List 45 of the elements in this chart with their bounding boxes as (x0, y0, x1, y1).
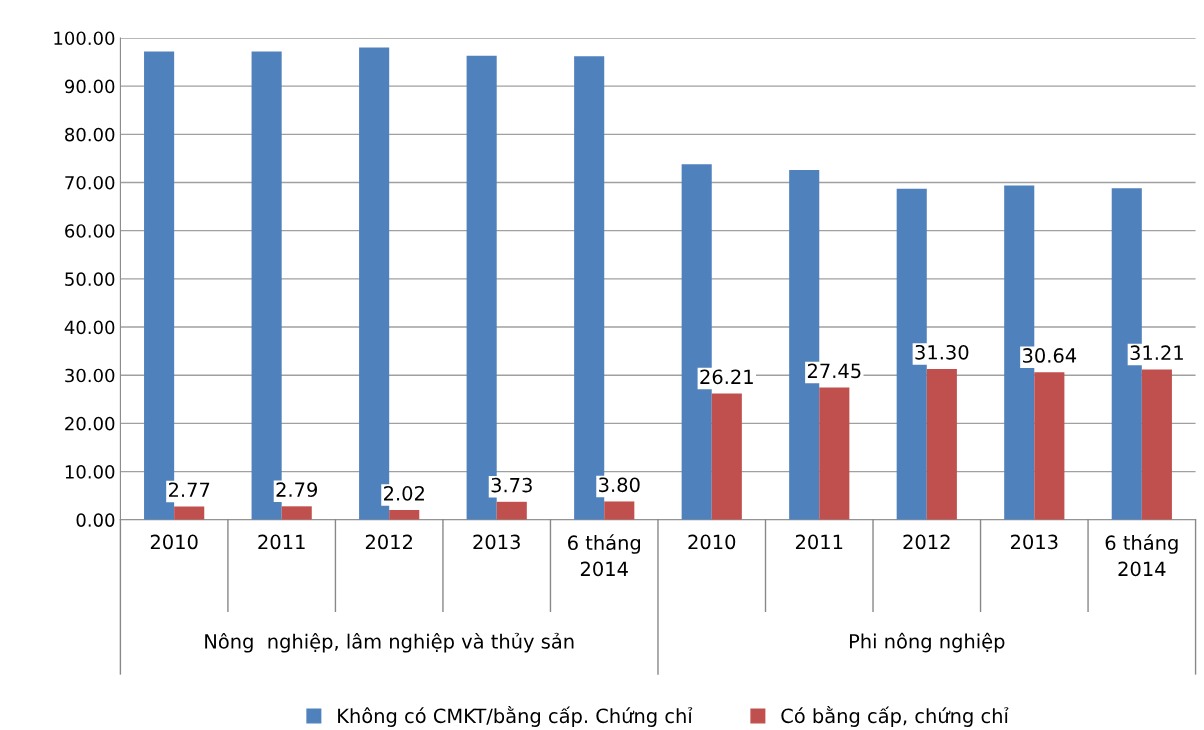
text: Phi nông nghiệp (849, 632, 1005, 653)
y-tick-label: 10.00 (65, 465, 115, 479)
data-label: 31.21 (1130, 345, 1183, 361)
x-tick-label: 6 tháng 2014 (568, 534, 640, 577)
y-tick-label: 40.00 (64, 320, 115, 335)
y-tick-label: 100.00 (54, 31, 115, 46)
bar (926, 368, 957, 520)
bar (281, 506, 312, 520)
y-tick-label: 60.00 (65, 224, 115, 238)
x-tick-label: 2013 (1010, 534, 1058, 550)
data-label: 27.45 (807, 363, 861, 379)
y-tick-label: 0.00 (76, 513, 115, 527)
y-tick-label: 80.00 (65, 127, 115, 142)
bar (389, 510, 420, 520)
data-label: 26.21 (700, 369, 753, 385)
bar (1034, 372, 1065, 520)
data-label: 2.77 (168, 482, 210, 497)
bar (604, 501, 635, 520)
legend-label: Có bằng cấp, chứng chỉ (781, 705, 1009, 727)
x-tick-label: 2010 (150, 534, 198, 550)
legend-label: Không có CMKT/bằng cấp. Chứng chỉ (338, 705, 693, 727)
data-label: 30.64 (1023, 348, 1077, 363)
data-label: 3.73 (491, 477, 532, 493)
x-tick-label: 2011 (795, 534, 843, 550)
data-label: 31.30 (915, 344, 969, 360)
x-tick-label: 2011 (258, 534, 305, 550)
y-tick-label: 20.00 (65, 416, 115, 431)
data-label: 2.79 (276, 482, 318, 497)
bar (174, 506, 205, 520)
y-tick-label: 70.00 (65, 175, 115, 190)
bar (819, 387, 850, 520)
x-tick-label: 2012 (365, 534, 412, 550)
x-tick-label: 2012 (903, 534, 950, 550)
y-tick-label: 90.00 (64, 79, 115, 94)
bar (1141, 369, 1172, 520)
bar (496, 501, 527, 520)
y-tick-label: 50.00 (65, 272, 115, 286)
bar (711, 393, 742, 520)
data-label: 2.02 (384, 486, 424, 501)
x-tick-label: 6 tháng 2014 (1105, 534, 1178, 577)
data-label: 3.80 (599, 477, 640, 493)
x-tick-label: 2010 (688, 534, 736, 550)
y-tick-label: 30.00 (65, 368, 115, 383)
x-tick-label: 2013 (473, 534, 520, 550)
text: Nông nghiệp, lâm nghiệp và thủy sản (205, 632, 574, 653)
